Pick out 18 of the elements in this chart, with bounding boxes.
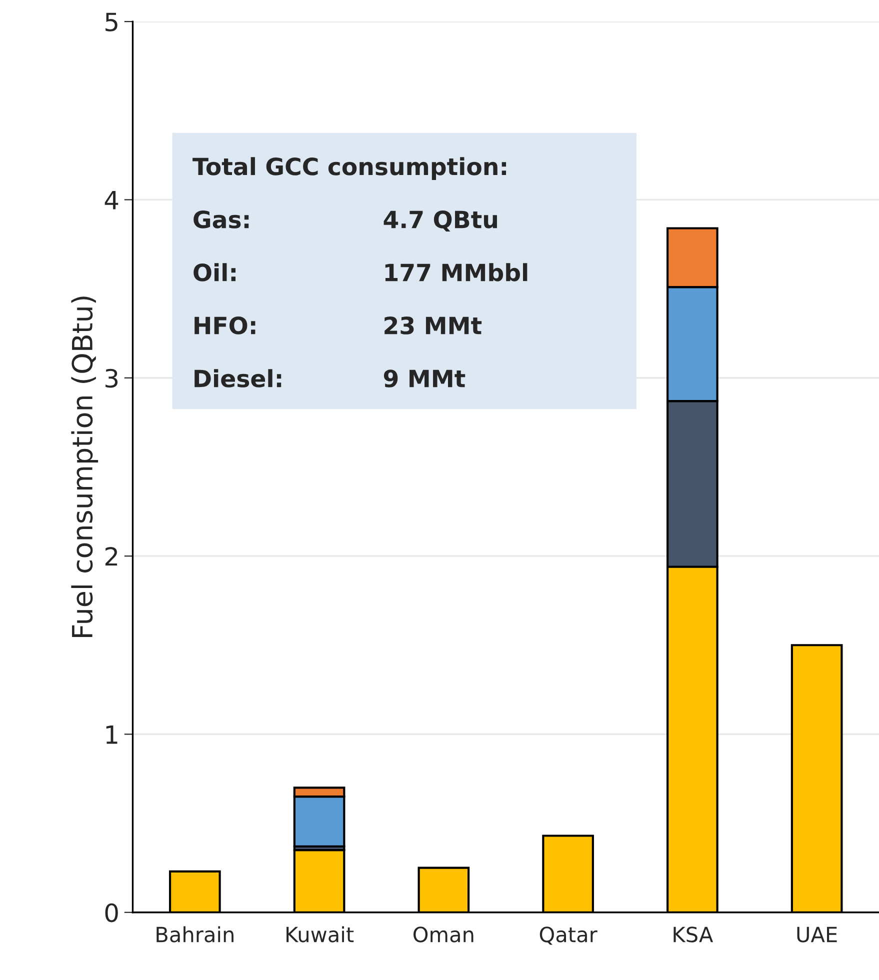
annotation: Total GCC consumption:	[192, 157, 506, 180]
text: Oil: 177 MMbbl	[194, 263, 528, 282]
text: HFO: 23 MMt	[194, 316, 482, 334]
y-axis-title: Fuel consumption (QBtu)	[71, 296, 98, 637]
x-tick-label: Oman	[414, 926, 474, 942]
x-tick-label: UAE	[797, 926, 837, 942]
y-tick-label: 5	[106, 12, 118, 32]
y-tick-label: 2	[105, 546, 118, 566]
text: Gas: 4.7 QBtu	[194, 210, 497, 232]
y-tick-label: 0	[105, 903, 118, 922]
y-tick-label: 1	[106, 725, 118, 744]
y-tick-label: 3	[106, 368, 118, 388]
text: Diesel: 9 MMt	[194, 369, 466, 388]
y-tick-label: 4	[104, 190, 118, 210]
x-tick-label: Bahrain	[156, 926, 234, 942]
x-tick-label: KSA	[674, 926, 714, 942]
x-tick-label: Qatar	[540, 926, 598, 945]
x-tick-label: Kuwait	[286, 926, 354, 942]
